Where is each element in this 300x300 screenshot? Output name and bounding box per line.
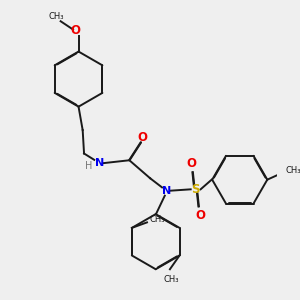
Text: H: H [85,161,92,171]
Text: N: N [94,158,104,168]
Text: N: N [162,186,171,196]
Text: O: O [187,158,196,170]
Text: O: O [195,209,205,222]
Text: CH₃: CH₃ [164,275,179,284]
Text: S: S [191,183,200,196]
Text: CH₃: CH₃ [285,166,300,175]
Text: CH₃: CH₃ [49,12,64,21]
Text: O: O [70,24,80,38]
Text: CH₃: CH₃ [150,215,165,224]
Text: O: O [137,131,148,144]
